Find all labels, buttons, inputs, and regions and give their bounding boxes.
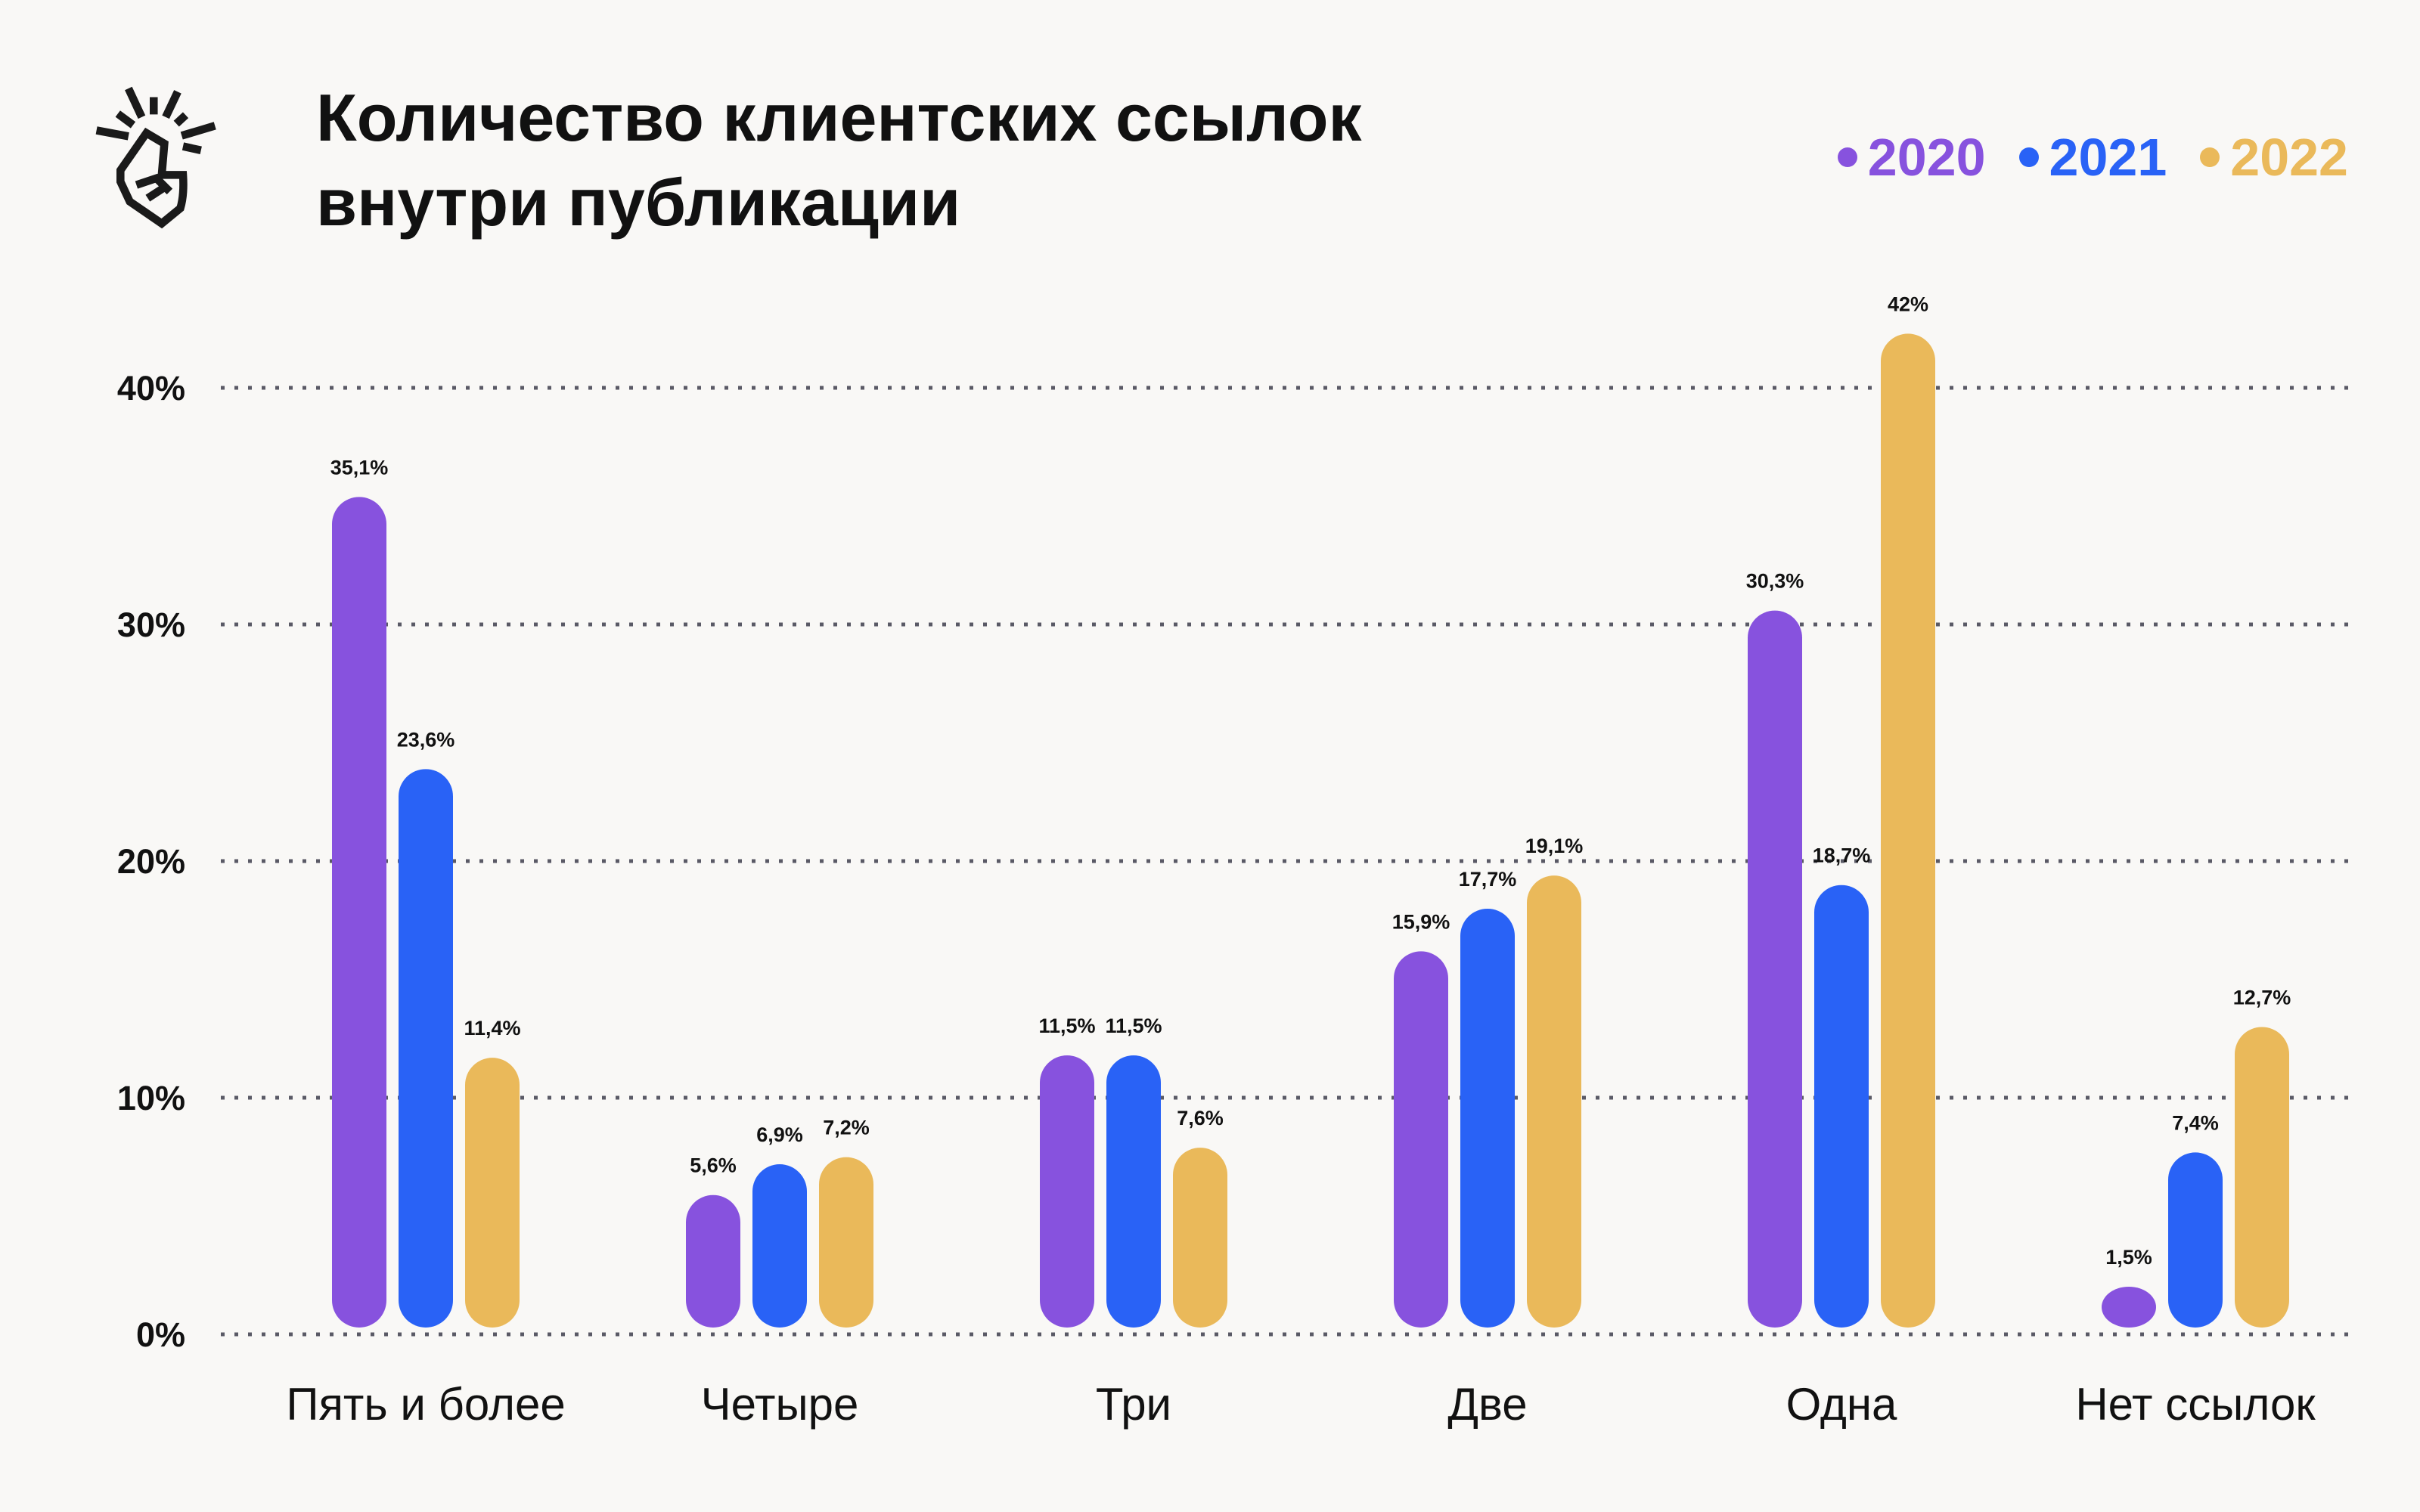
- x-category-label: Одна: [1786, 1379, 1897, 1430]
- legend-label: 2022: [2230, 128, 2348, 187]
- x-category-label: Пять и более: [286, 1379, 565, 1430]
- bar-2022: [2235, 1027, 2289, 1328]
- bar-2022: [819, 1157, 873, 1328]
- value-label: 6,9%: [756, 1123, 803, 1146]
- legend-dot-icon: [2200, 147, 2220, 167]
- value-label: 7,6%: [1177, 1107, 1224, 1129]
- bar-2020: [2102, 1287, 2156, 1328]
- bar-2021: [1814, 885, 1869, 1328]
- legend-item-2020: 2020: [1837, 127, 1986, 187]
- legend-item-2021: 2021: [2018, 127, 2167, 187]
- bar-2021: [1106, 1055, 1161, 1328]
- y-tick-label: 20%: [117, 842, 185, 881]
- legend: 2020 2021 2022: [1837, 127, 2348, 187]
- legend-label: 2021: [2049, 128, 2167, 187]
- x-category-label: Две: [1447, 1379, 1527, 1430]
- bar-2022: [1527, 875, 1581, 1328]
- y-tick-label: 0%: [136, 1315, 185, 1354]
- value-label: 42%: [1888, 293, 1928, 315]
- bar-2021: [2168, 1152, 2223, 1328]
- value-label: 1,5%: [2105, 1246, 2152, 1269]
- bar-2020: [332, 497, 386, 1328]
- x-category-label: Четыре: [701, 1379, 859, 1430]
- y-tick-label: 30%: [117, 606, 185, 644]
- bar-2020: [1748, 610, 1802, 1328]
- legend-item-2022: 2022: [2200, 127, 2348, 187]
- finger-snap-icon: [95, 86, 216, 229]
- bar-2021: [752, 1164, 807, 1328]
- value-label: 17,7%: [1459, 868, 1517, 891]
- x-category-label: Три: [1096, 1379, 1171, 1430]
- bar-2020: [1394, 951, 1448, 1328]
- bar-2020: [686, 1194, 740, 1328]
- title-line-2: внутри публикации: [316, 165, 961, 240]
- value-label: 23,6%: [397, 728, 455, 751]
- value-label: 5,6%: [690, 1154, 737, 1177]
- bar-2022: [1881, 333, 1935, 1328]
- bar-2020: [1040, 1055, 1094, 1328]
- value-label: 19,1%: [1525, 835, 1584, 857]
- value-label: 7,4%: [2172, 1111, 2219, 1134]
- bar-2021: [399, 769, 453, 1328]
- value-label: 18,7%: [1813, 844, 1871, 867]
- value-label: 11,5%: [1038, 1015, 1095, 1037]
- value-label: 35,1%: [330, 456, 389, 479]
- value-label: 11,4%: [464, 1017, 520, 1040]
- legend-dot-icon: [1837, 147, 1857, 167]
- value-label: 12,7%: [2233, 986, 2291, 1009]
- title-line-1: Количество клиентских ссылок: [316, 80, 1362, 155]
- chart-title: Количество клиентских ссылок внутри публ…: [316, 76, 1362, 245]
- x-category-label: Нет ссылок: [2075, 1379, 2316, 1430]
- value-label: 7,2%: [823, 1117, 870, 1139]
- legend-label: 2020: [1867, 128, 1986, 187]
- value-label: 30,3%: [1746, 570, 1804, 593]
- legend-dot-icon: [2018, 147, 2039, 167]
- bar-2022: [1173, 1148, 1227, 1328]
- bar-2022: [465, 1058, 520, 1328]
- bar-2021: [1460, 908, 1515, 1328]
- value-label: 15,9%: [1392, 910, 1450, 933]
- y-tick-label: 40%: [117, 369, 185, 407]
- y-tick-label: 10%: [117, 1079, 185, 1117]
- value-label: 11,5%: [1105, 1015, 1162, 1037]
